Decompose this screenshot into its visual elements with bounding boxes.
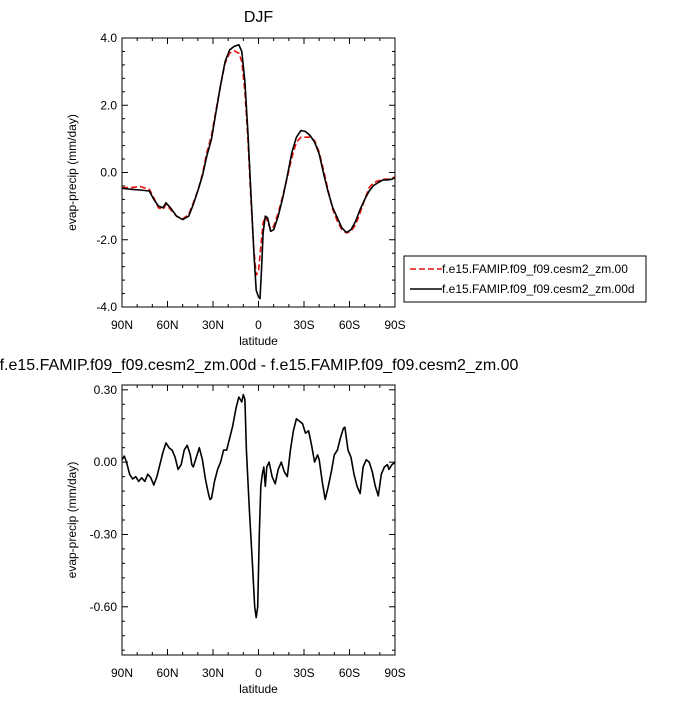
y-tick-label: 0.00	[94, 455, 118, 469]
x-tick-label: 60N	[156, 666, 178, 680]
y-tick-label: 4.0	[100, 31, 117, 45]
series-line-1	[121, 393, 396, 619]
plot-frame	[121, 384, 396, 656]
chart-title: DJF	[244, 9, 274, 26]
x-tick-label: 90S	[384, 666, 405, 680]
y-axis-label: evap-precip (mm/day)	[65, 462, 79, 579]
y-tick-label: -0.30	[90, 527, 118, 541]
y-tick-label: -2.0	[96, 233, 117, 247]
y-tick-label: -4.0	[96, 300, 117, 314]
chart-2: f.e15.FAMIP.f09_f09.cesm2_zm.00d - f.e15…	[0, 357, 519, 696]
y-axis-label: evap-precip (mm/day)	[65, 114, 79, 231]
legend-box	[403, 255, 647, 303]
x-tick-label: 90N	[111, 318, 133, 332]
x-tick-label: 30N	[202, 318, 224, 332]
x-axis-label: latitude	[239, 682, 278, 696]
x-tick-label: 0	[255, 666, 262, 680]
x-tick-label: 60S	[339, 666, 360, 680]
legend-label: f.e15.FAMIP.f09_f09.cesm2_zm.00	[442, 262, 628, 276]
x-tick-label: 30S	[293, 318, 314, 332]
chart-title: f.e15.FAMIP.f09_f09.cesm2_zm.00d - f.e15…	[0, 357, 519, 374]
chart-1: DJF 90N 60N 30N 0 30S 60S 90S 4.0 2.0 0.0 -2.0 -4.0 l…	[65, 9, 647, 348]
x-tick-label: 60S	[339, 318, 360, 332]
y-tick-label: 2.0	[100, 98, 117, 112]
legend: f.e15.FAMIP.f09_f09.cesm2_zm.00 f.e15.FAM…	[403, 255, 647, 303]
x-tick-label: 0	[255, 318, 262, 332]
x-tick-label: 90N	[111, 666, 133, 680]
series-line-2	[121, 43, 396, 300]
x-axis-label: latitude	[239, 334, 278, 348]
y-tick-label: -0.60	[90, 600, 118, 614]
x-tick-label: 90S	[384, 318, 405, 332]
x-tick-label: 30S	[293, 666, 314, 680]
x-tick-label: 30N	[202, 666, 224, 680]
series-line-1	[122, 50, 396, 276]
y-tick-label: 0.0	[100, 166, 117, 180]
x-tick-label: 60N	[156, 318, 178, 332]
legend-label: f.e15.FAMIP.f09_f09.cesm2_zm.00d	[442, 282, 635, 296]
y-tick-label: 0.30	[94, 383, 118, 397]
